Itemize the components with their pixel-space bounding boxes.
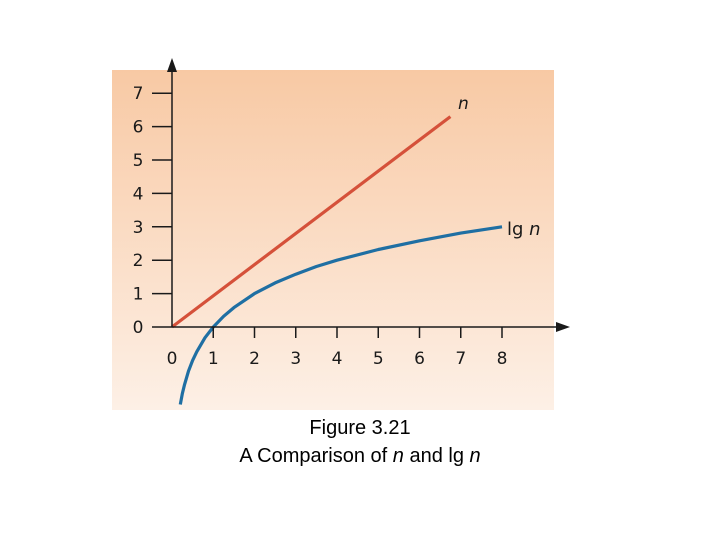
y-tick-label-3: 3 <box>133 218 144 238</box>
figure-caption: Figure 3.21 A Comparison of n and lg n <box>0 414 720 470</box>
caption-n-1: n <box>392 445 404 467</box>
y-tick-label-1: 1 <box>133 285 144 305</box>
series-line-lg-n <box>178 225 503 405</box>
x-tick-label-2: 2 <box>249 349 260 369</box>
series-layer <box>171 115 503 405</box>
caption-n-2: n <box>469 445 481 467</box>
x-tick-label-0: 0 <box>167 349 178 369</box>
caption-mid: and lg <box>403 445 470 467</box>
series-label-lg-part: lg <box>507 219 529 240</box>
series-label-lg-n: lg n <box>507 219 541 240</box>
plot-background <box>112 70 554 410</box>
axes-layer <box>167 58 570 332</box>
y-tick-label-5: 5 <box>133 151 144 171</box>
series-label-n: n <box>458 94 469 114</box>
x-tick-label-7: 7 <box>455 349 466 369</box>
caption-line-1: Figure 3.21 <box>309 417 411 439</box>
series-label-n-part: n <box>529 219 540 240</box>
caption-prefix: A Comparison of <box>239 445 393 467</box>
ticks-layer <box>152 92 503 338</box>
x-axis-arrow <box>556 322 570 332</box>
y-tick-label-7: 7 <box>133 84 144 104</box>
y-tick-label-6: 6 <box>133 118 144 138</box>
x-tick-label-1: 1 <box>208 349 219 369</box>
y-tick-label-4: 4 <box>133 184 144 204</box>
x-tick-label-6: 6 <box>414 349 425 369</box>
y-axis-arrow <box>167 58 177 72</box>
x-tick-label-5: 5 <box>373 349 384 369</box>
x-tick-label-8: 8 <box>497 349 508 369</box>
x-tick-label-4: 4 <box>332 349 343 369</box>
caption-line-2: A Comparison of n and lg n <box>0 442 720 470</box>
x-tick-label-3: 3 <box>290 349 301 369</box>
y-tick-label-2: 2 <box>133 251 144 271</box>
y-tick-label-0: 0 <box>133 318 144 338</box>
series-line-n <box>171 115 452 329</box>
